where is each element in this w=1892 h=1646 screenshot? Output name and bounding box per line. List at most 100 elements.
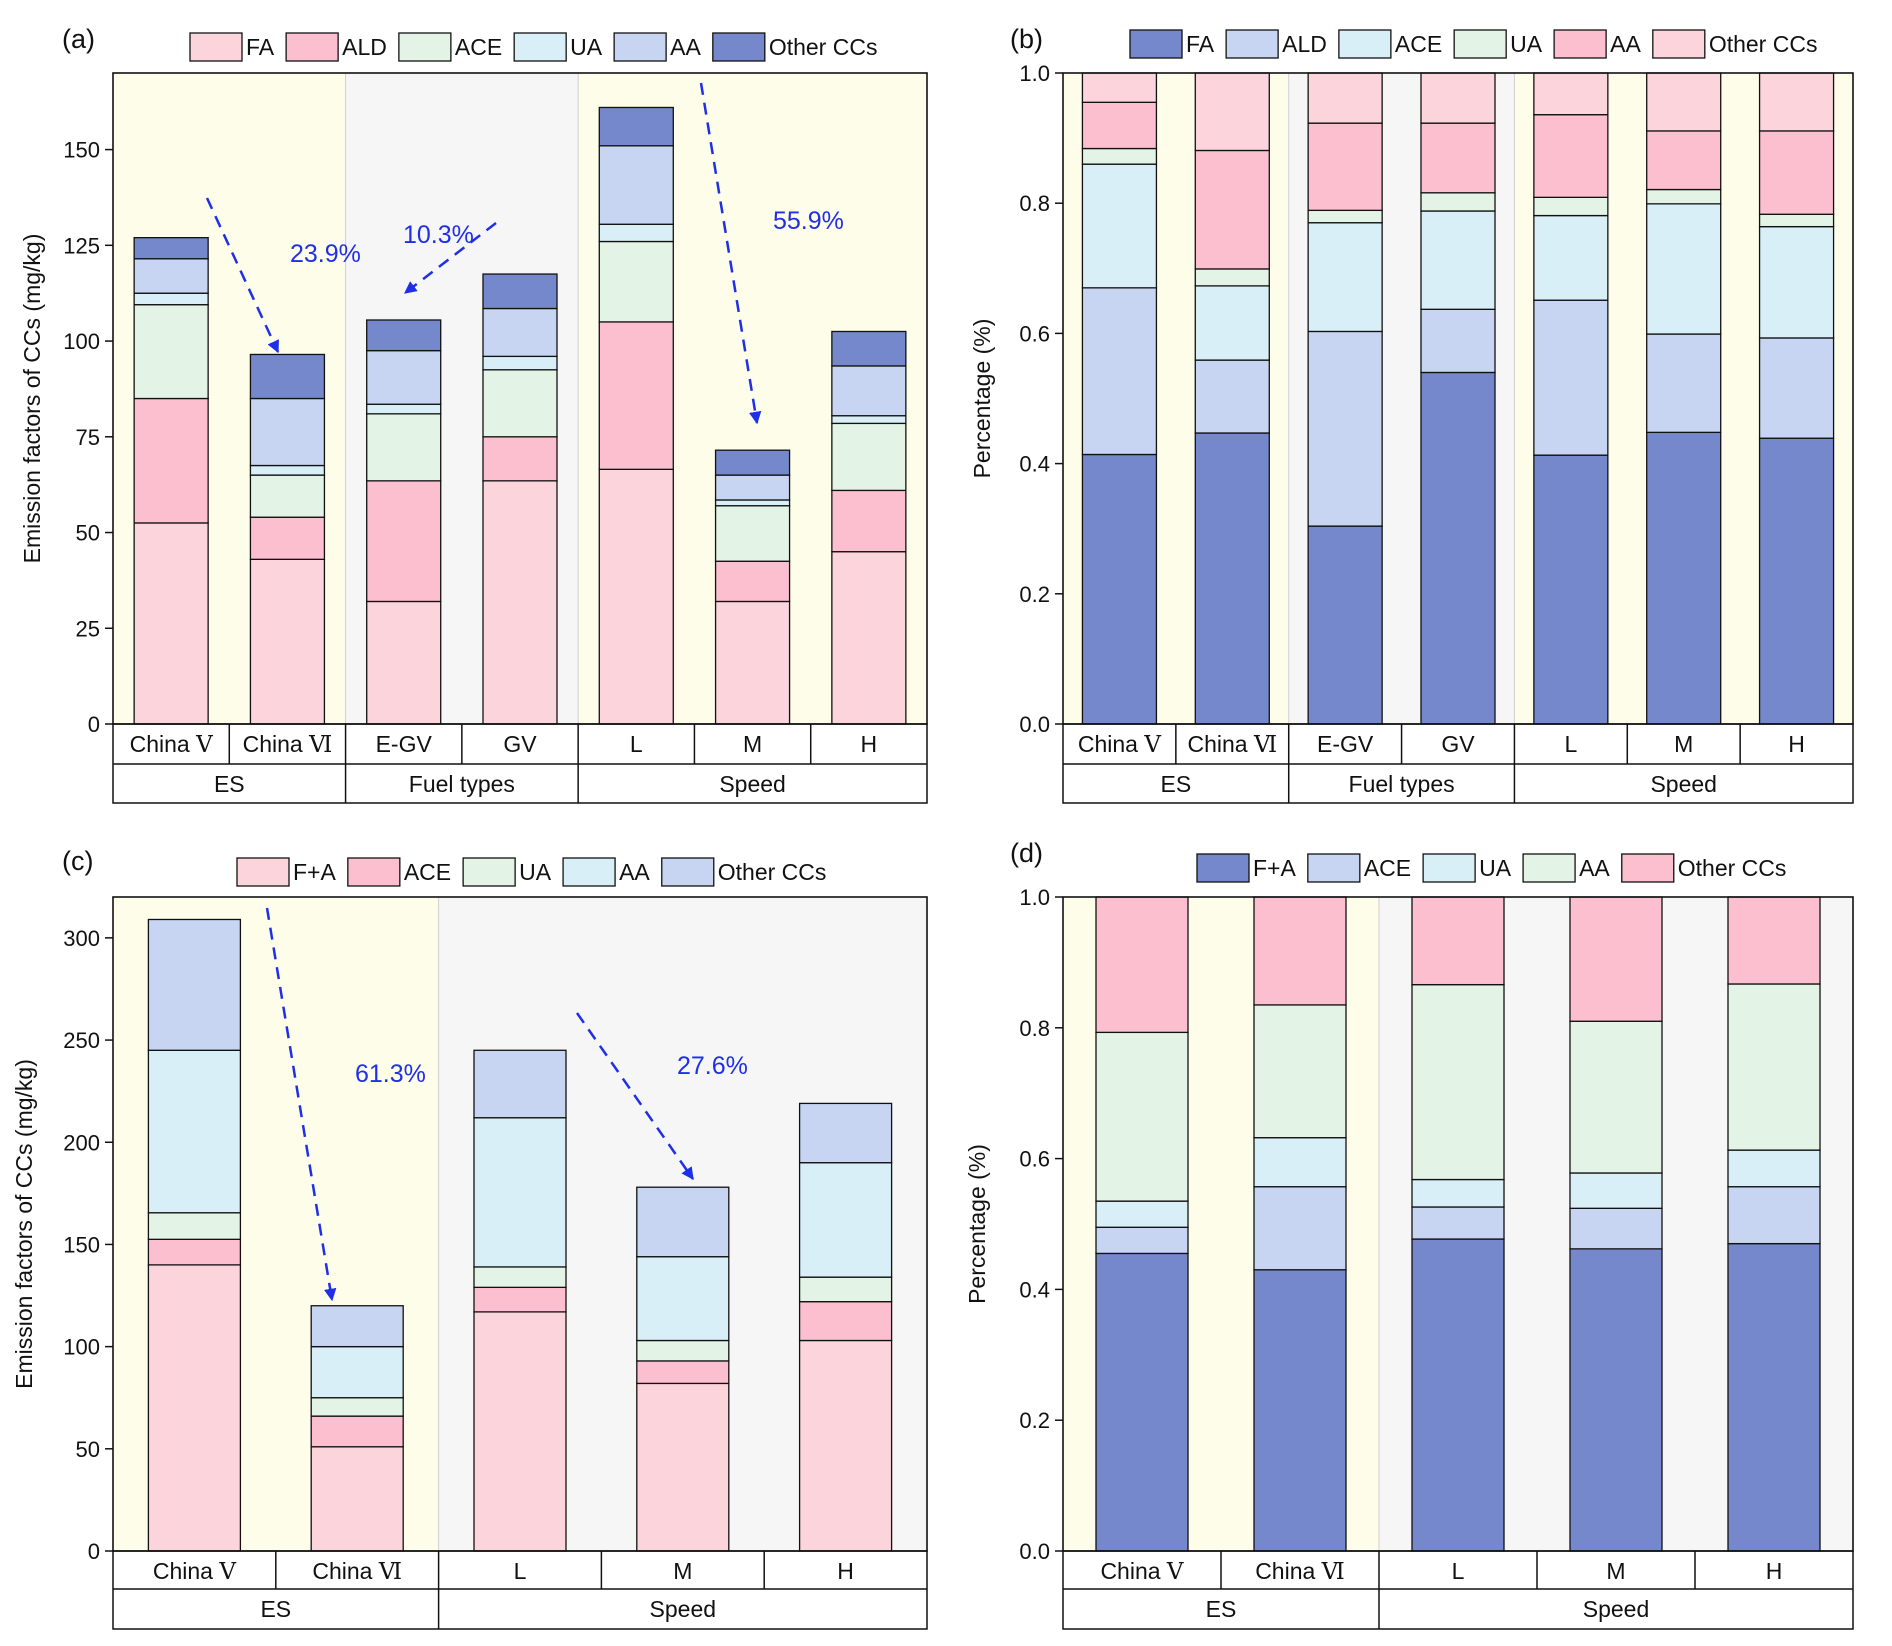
legend-label-ua: UA	[570, 34, 603, 60]
legend-label-ua: UA	[1510, 31, 1543, 57]
x-tick-label-h: H	[837, 1558, 854, 1584]
y-tick-label: 150	[63, 138, 100, 163]
legend-swatch-f-a	[236, 857, 290, 887]
bar-aa-h	[1758, 130, 1835, 215]
legend-label-ace: ACE	[455, 34, 502, 60]
panel-a: 0 25 50 75 100 125 150 Emission factors of CCs …	[19, 24, 928, 804]
y-tick-label: 0	[88, 1539, 100, 1564]
bar-fa-e-gv	[1307, 525, 1383, 725]
y-tick-label: 0.0	[1019, 712, 1050, 737]
bar-ald-china	[249, 516, 326, 560]
y-tick-label: 300	[63, 926, 100, 951]
bar-ua-l	[598, 223, 674, 243]
legend-label-ald: ALD	[342, 34, 387, 60]
y-tick-label: 0.2	[1019, 1408, 1050, 1433]
bar-other-ccs-china	[1253, 896, 1347, 1006]
x-tick-label-m: M	[1674, 731, 1693, 757]
bar-ace-china	[1081, 163, 1158, 289]
y-tick-label: 25	[76, 616, 100, 641]
bar-aa-e-gv	[366, 349, 442, 405]
bar-fa-china	[1194, 432, 1270, 725]
bar-aa-m	[714, 474, 791, 501]
annotation-label: 10.3%	[403, 221, 474, 249]
bar-ace-china	[249, 474, 326, 518]
group-label-es: ES	[1206, 1596, 1237, 1622]
bar-fa-e-gv	[366, 600, 442, 725]
category-table	[1062, 1550, 1854, 1630]
legend-swatch-ua	[1422, 853, 1476, 883]
legend-label-other-ccs: Other CCs	[769, 34, 878, 60]
x-tick-label-e-gv: E-GV	[1317, 731, 1374, 757]
y-tick-label: 100	[63, 1335, 100, 1360]
annotation-label: 55.9%	[773, 207, 844, 235]
bar-f-a-h	[798, 1339, 893, 1552]
legend-swatch-ace	[1307, 853, 1361, 883]
bar-aa-gv	[1420, 122, 1496, 194]
x-tick-label-h: H	[1788, 731, 1805, 757]
panel-d: 0.0 0.2 0.4 0.6 0.8 1.0 Percentage (%) China Ⅴ C…	[964, 838, 1854, 1630]
bar-aa-china	[249, 397, 326, 467]
y-axis-label: Percentage (%)	[964, 1144, 990, 1304]
x-tick-label-china: China Ⅴ	[1078, 731, 1161, 758]
bar-ace-m	[636, 1360, 730, 1385]
bar-ace-e-gv	[1307, 222, 1383, 333]
x-tick-label-china: China Ⅵ	[1187, 731, 1277, 758]
bar-ua-china	[1095, 1200, 1189, 1228]
y-tick-label: 250	[63, 1028, 100, 1053]
legend-swatch-fa	[189, 32, 243, 62]
x-tick-label-l: L	[1564, 731, 1577, 757]
bar-ua-m	[1646, 188, 1722, 205]
bar-fa-h	[1758, 437, 1835, 725]
bar-other-ccs-china	[147, 918, 242, 1051]
bar-aa-h	[798, 1162, 893, 1278]
bar-ace-gv	[1420, 210, 1496, 310]
legend-swatch-ace	[347, 857, 401, 887]
x-tick-label-china: China Ⅵ	[243, 731, 333, 758]
bar-aa-m	[636, 1256, 730, 1342]
bar-other-ccs-gv	[1420, 72, 1496, 124]
legend-swatch-other-ccs	[1652, 29, 1706, 59]
bar-f-a-china	[147, 1264, 242, 1552]
bar-f-a-china	[310, 1446, 404, 1552]
bar-ace-china	[133, 304, 209, 400]
x-tick-label-l: L	[1452, 1558, 1465, 1584]
legend-swatch-ace	[398, 32, 452, 62]
bar-ua-china	[1194, 268, 1270, 287]
group-label-fuel-types: Fuel types	[1349, 771, 1455, 797]
group-label-es: ES	[214, 771, 245, 797]
bar-ald-china	[1081, 287, 1158, 456]
annotation-label: 27.6%	[677, 1052, 748, 1080]
bar-ace-h	[1727, 1186, 1821, 1245]
y-axis-label: Emission factors of CCs (mg/kg)	[11, 1059, 37, 1389]
legend-label-other-ccs: Other CCs	[1709, 31, 1818, 57]
bar-ace-china	[1253, 1186, 1347, 1271]
bar-other-ccs-m	[1646, 72, 1722, 132]
bar-other-ccs-china	[1081, 72, 1158, 103]
bar-ua-china	[1253, 1137, 1347, 1188]
legend-swatch-ace	[1338, 29, 1392, 59]
bar-other-ccs-china	[1194, 72, 1270, 152]
legend-label-ald: ALD	[1282, 31, 1327, 57]
panel-c: 0 50 100 150 200 250 300 Emission factors of CC…	[11, 846, 928, 1630]
bar-aa-l	[473, 1117, 567, 1268]
x-tick-label-m: M	[673, 1558, 692, 1584]
y-tick-label: 0.4	[1019, 1277, 1050, 1302]
bar-fa-gv	[482, 480, 558, 725]
bar-aa-china	[310, 1345, 404, 1399]
bar-ace-m	[1646, 203, 1722, 335]
legend-swatch-ald	[285, 32, 339, 62]
panel-tag: (b)	[1010, 24, 1043, 54]
bar-fa-china	[133, 522, 209, 725]
bar-ua-h	[831, 415, 907, 425]
y-tick-label: 50	[76, 521, 100, 546]
panel-tag: (c)	[62, 846, 93, 876]
y-tick-label: 1.0	[1019, 885, 1050, 910]
bar-f-a-china	[1253, 1269, 1347, 1552]
x-tick-label-gv: GV	[503, 731, 537, 757]
bar-ace-china	[310, 1415, 404, 1448]
bar-aa-china	[1081, 101, 1158, 150]
legend-swatch-fa	[1129, 29, 1183, 59]
bar-ald-l	[598, 321, 674, 470]
y-axis-label: Percentage (%)	[969, 319, 995, 479]
bar-ua-l	[1411, 1178, 1505, 1208]
